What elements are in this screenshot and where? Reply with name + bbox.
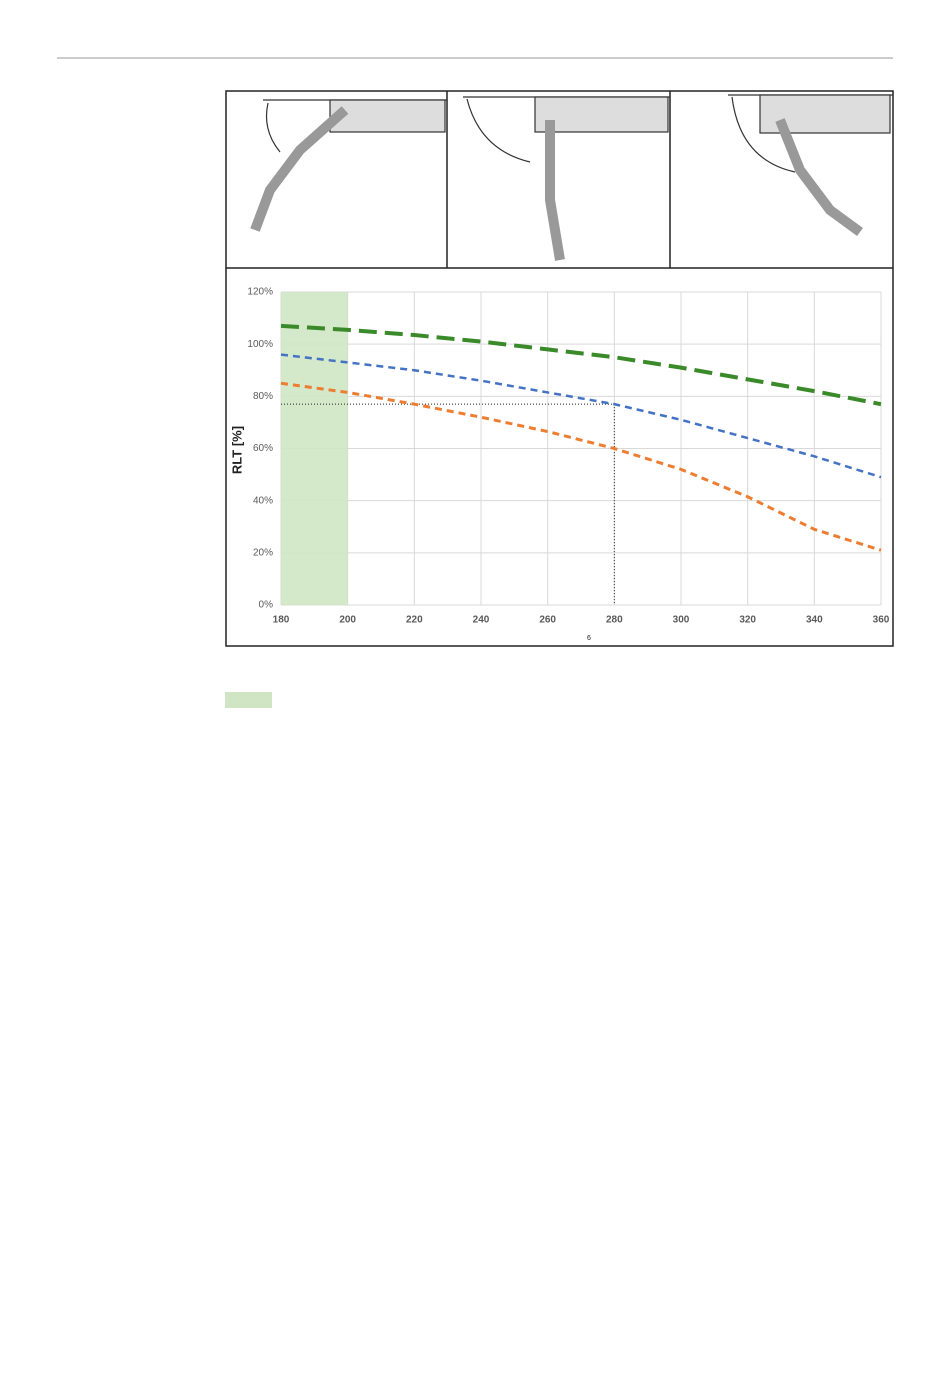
x-tick-label: 340 — [806, 615, 823, 626]
data-line — [280, 381, 882, 552]
data-line — [280, 353, 882, 479]
x-tick-label: 220 — [406, 615, 423, 626]
data-line — [280, 323, 882, 407]
y-axis-label: RLT [%] — [229, 426, 244, 474]
y-tick-label: 80% — [253, 391, 273, 402]
x-tick-label: 320 — [739, 615, 756, 626]
y-tick-label: 20% — [253, 547, 273, 558]
y-tick-label: 120% — [247, 287, 273, 298]
x-tick-label: 260 — [539, 615, 556, 626]
x-axis-label: 6 — [587, 635, 591, 642]
illustrations — [250, 94, 893, 261]
legend-swatch — [225, 692, 272, 708]
y-tick-label: 0% — [259, 600, 274, 611]
y-tick-label: 60% — [253, 443, 273, 454]
x-tick-label: 200 — [339, 615, 356, 626]
x-tick-label: 180 — [273, 615, 290, 626]
figure-frame — [225, 90, 894, 647]
x-tick-label: 240 — [473, 615, 490, 626]
highlight-band — [281, 292, 348, 605]
y-tick-label: 40% — [253, 495, 273, 506]
x-tick-label: 300 — [673, 615, 690, 626]
x-tick-label: 280 — [606, 615, 623, 626]
x-tick-label: 360 — [873, 615, 890, 626]
y-tick-label: 100% — [247, 339, 273, 350]
